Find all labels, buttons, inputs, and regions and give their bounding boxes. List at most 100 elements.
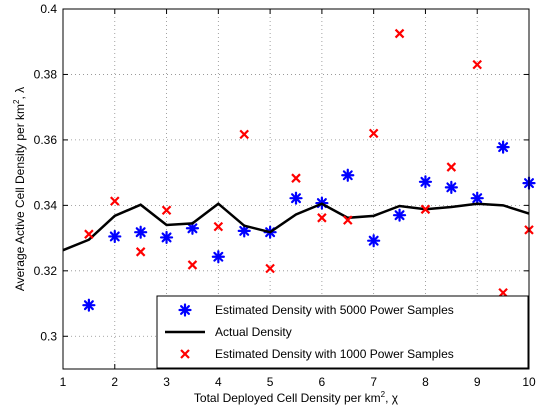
x-axis-label-suffix: , χ: [385, 391, 399, 405]
x-stroke: [498, 287, 508, 298]
asterisk-stroke: [342, 170, 353, 181]
data-point: [498, 287, 508, 298]
x-tick-label: 10: [522, 375, 536, 389]
series-actual-density: [62, 202, 530, 252]
axes-box: [62, 8, 530, 370]
data-point: [109, 196, 120, 206]
x-stroke: [84, 229, 94, 239]
asterisk-stroke: [446, 182, 457, 193]
y-axis-label-suffix: , λ: [13, 87, 27, 100]
data-point: [496, 140, 510, 154]
y-tick-label: 0.32: [34, 264, 58, 278]
data-point: [368, 128, 379, 139]
data-point: [237, 224, 251, 238]
y-axis-label-text: Average Active Cell Density per km: [13, 104, 27, 291]
legend-entry-estimated-density-with-5000-power-samples: Estimated Density with 5000 Power Sample…: [178, 303, 454, 317]
x-stroke: [187, 260, 198, 270]
x-stroke: [368, 128, 379, 139]
asterisk-stroke: [161, 232, 172, 243]
data-point: [84, 229, 94, 239]
data-point: [161, 205, 172, 216]
x-tick-label: 9: [474, 375, 481, 389]
data-point: [394, 28, 405, 39]
data-point: [265, 263, 275, 274]
asterisk-stroke: [83, 300, 94, 311]
x-tick-label: 7: [370, 375, 377, 389]
asterisk-stroke: [135, 227, 146, 238]
asterisk-stroke: [394, 210, 405, 221]
legend-entry-estimated-density-with-1000-power-samples: Estimated Density with 1000 Power Sample…: [180, 347, 454, 361]
data-point: [470, 191, 484, 205]
x-stroke: [446, 162, 457, 172]
legend-entries: Estimated Density with 5000 Power Sample…: [165, 303, 454, 361]
x-stroke: [161, 205, 172, 216]
x-tick-label: 3: [163, 375, 170, 389]
y-tick-label: 0.38: [34, 67, 58, 81]
x-tick-label: 4: [215, 375, 222, 389]
legend: Estimated Density with 5000 Power Sample…: [156, 295, 529, 369]
data-point: [392, 208, 407, 222]
asterisk-stroke: [213, 251, 224, 262]
x-stroke: [394, 28, 405, 39]
series-estimated-density-with-5000-power-samples: [82, 140, 536, 312]
legend-label: Estimated Density with 1000 Power Sample…: [215, 347, 454, 361]
series-layer: [62, 28, 536, 312]
x-tick-label: 6: [319, 375, 326, 389]
y-axis-label-superscript: 2: [12, 99, 21, 104]
asterisk-stroke: [109, 231, 120, 242]
x-stroke: [109, 196, 120, 206]
asterisk-stroke: [291, 193, 301, 204]
x-stroke: [135, 247, 146, 257]
legend-box: [156, 295, 529, 369]
data-point: [108, 229, 122, 244]
data-point: [159, 230, 174, 245]
legend-label: Actual Density: [215, 325, 292, 339]
y-tick-label: 0.3: [40, 329, 57, 343]
data-point: [134, 225, 148, 239]
tick-labels: 1 2 3 4 5 6 7 8 9 10 0.3 0.32 0.34 0.36 0.38 0.4: [34, 2, 536, 389]
legend-label: Estimated Density with 5000 Power Sample…: [215, 303, 454, 317]
series-line: [62, 202, 530, 252]
data-point: [342, 215, 353, 225]
data-point: [213, 221, 224, 232]
legend-marker-swatch: [180, 349, 190, 359]
asterisk-stroke: [239, 225, 250, 236]
data-point: [82, 298, 96, 312]
x-tick-label: 1: [60, 375, 67, 389]
data-point: [446, 162, 457, 172]
x-stroke: [291, 173, 301, 183]
x-stroke: [180, 349, 190, 359]
data-point: [239, 129, 250, 140]
data-point: [291, 173, 301, 183]
x-stroke: [342, 215, 353, 225]
data-point: [289, 191, 303, 205]
y-tick-label: 0.4: [40, 2, 57, 16]
series-estimated-density-with-1000-power-samples: [84, 28, 534, 298]
x-tick-label: 5: [267, 375, 274, 389]
data-point: [472, 59, 483, 70]
asterisk-stroke: [180, 305, 190, 315]
x-stroke: [420, 204, 431, 215]
x-axis-label-superscript: 2: [381, 390, 386, 399]
data-point: [418, 175, 433, 189]
asterisk-stroke: [472, 193, 483, 204]
y-tick-label: 0.34: [34, 198, 58, 212]
legend-marker-swatch: [178, 303, 192, 317]
data-point: [444, 180, 458, 194]
data-point: [317, 213, 327, 223]
asterisk-stroke: [420, 176, 431, 187]
asterisk-stroke: [187, 223, 198, 234]
asterisk-stroke: [498, 142, 509, 153]
legend-entry-actual-density: Actual Density: [165, 325, 292, 339]
data-point: [341, 168, 355, 182]
x-stroke: [472, 59, 483, 70]
x-tick-label: 8: [422, 375, 429, 389]
data-point: [211, 250, 225, 264]
y-tick-label: 0.36: [34, 133, 58, 147]
data-point: [420, 204, 431, 215]
data-point: [187, 260, 198, 270]
x-stroke: [239, 129, 250, 140]
asterisk-stroke: [368, 235, 379, 246]
x-stroke: [265, 263, 275, 274]
